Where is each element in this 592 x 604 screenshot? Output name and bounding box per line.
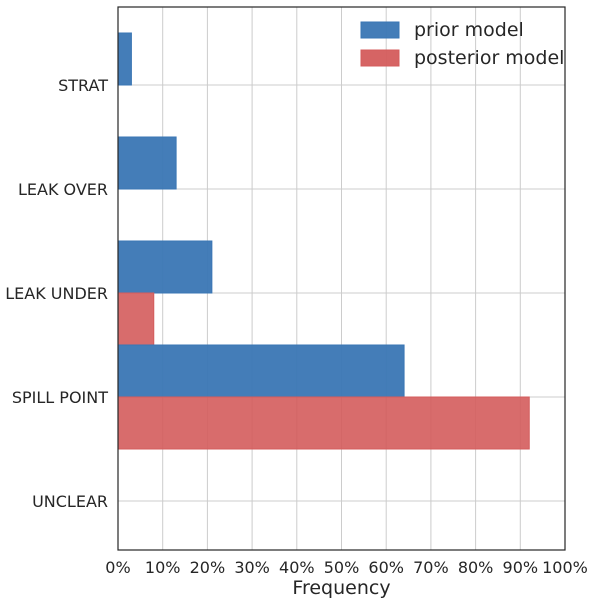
x-tick-label: 70% [413, 558, 449, 577]
bar-prior-leak-under [117, 240, 213, 294]
y-tick-label: LEAK OVER [18, 180, 108, 199]
x-tick-label: 90% [503, 558, 539, 577]
bar-prior-spill-point [117, 344, 405, 398]
x-tick-label: 60% [368, 558, 404, 577]
x-tick-label: 20% [190, 558, 226, 577]
x-tick-labels: 0% 10% 20% 30% 40% 50% 60% 70% 80% 90% 100% [105, 558, 588, 577]
bar-posterior-leak-under [117, 292, 155, 346]
bar-prior-strat [117, 32, 132, 86]
x-tick-label: 0% [105, 558, 130, 577]
bar-prior-leak-over [117, 136, 177, 190]
legend-swatch [360, 21, 400, 39]
x-tick-label: 40% [279, 558, 315, 577]
y-tick-label: LEAK UNDER [5, 284, 108, 303]
y-tick-label: STRAT [58, 76, 108, 95]
x-tick-label: 10% [145, 558, 181, 577]
x-axis-label: Frequency [292, 577, 390, 599]
x-tick-label: 50% [324, 558, 360, 577]
plot-frame [117, 6, 566, 551]
legend: prior model posterior model [360, 19, 564, 69]
x-tick-label: 80% [458, 558, 494, 577]
bar-posterior-spill-point [117, 396, 530, 450]
x-tick-label: 30% [234, 558, 270, 577]
bars [117, 32, 530, 450]
y-tick-label: UNCLEAR [32, 492, 108, 511]
y-tick-label: SPILL POINT [12, 388, 108, 407]
legend-swatch [360, 49, 400, 67]
x-tick-label: 100% [542, 558, 588, 577]
legend-label: prior model [414, 19, 524, 41]
legend-label: posterior model [414, 47, 564, 69]
y-tick-labels: STRAT LEAK OVER LEAK UNDER SPILL POINT UNCLE… [5, 76, 108, 511]
